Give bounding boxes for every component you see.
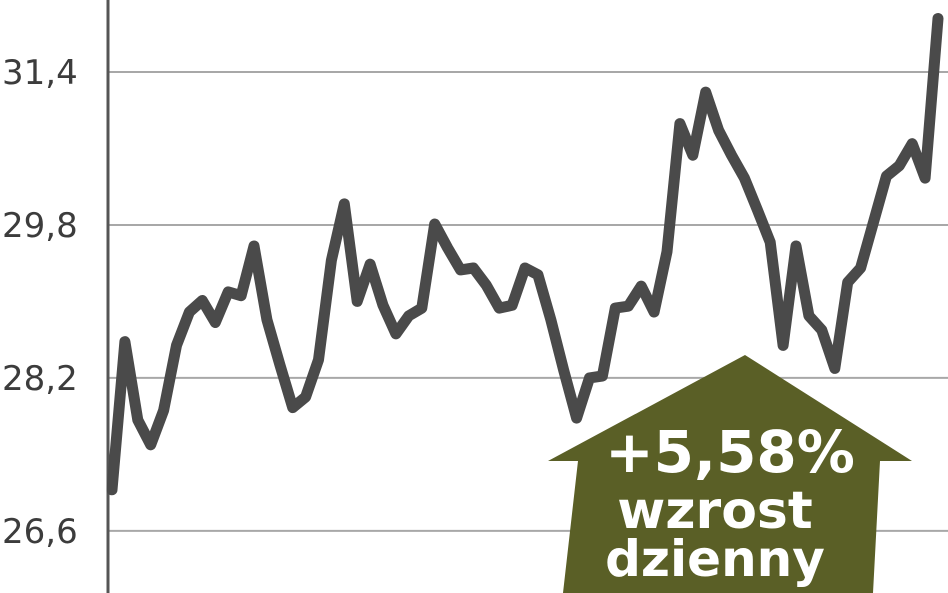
growth-label-line1: wzrost [617, 481, 812, 541]
y-tick-label: 28,2 [2, 359, 78, 399]
growth-badge: +5,58% wzrost dzienny [548, 355, 912, 593]
y-tick-label: 29,8 [2, 206, 78, 246]
series-line [106, 13, 944, 496]
growth-value: +5,58% [605, 418, 855, 486]
growth-label-line2: dzienny [605, 530, 825, 588]
y-tick-label: 31,4 [2, 53, 78, 93]
y-tick-label: 26,6 [2, 512, 78, 552]
up-arrow-icon [548, 355, 912, 593]
